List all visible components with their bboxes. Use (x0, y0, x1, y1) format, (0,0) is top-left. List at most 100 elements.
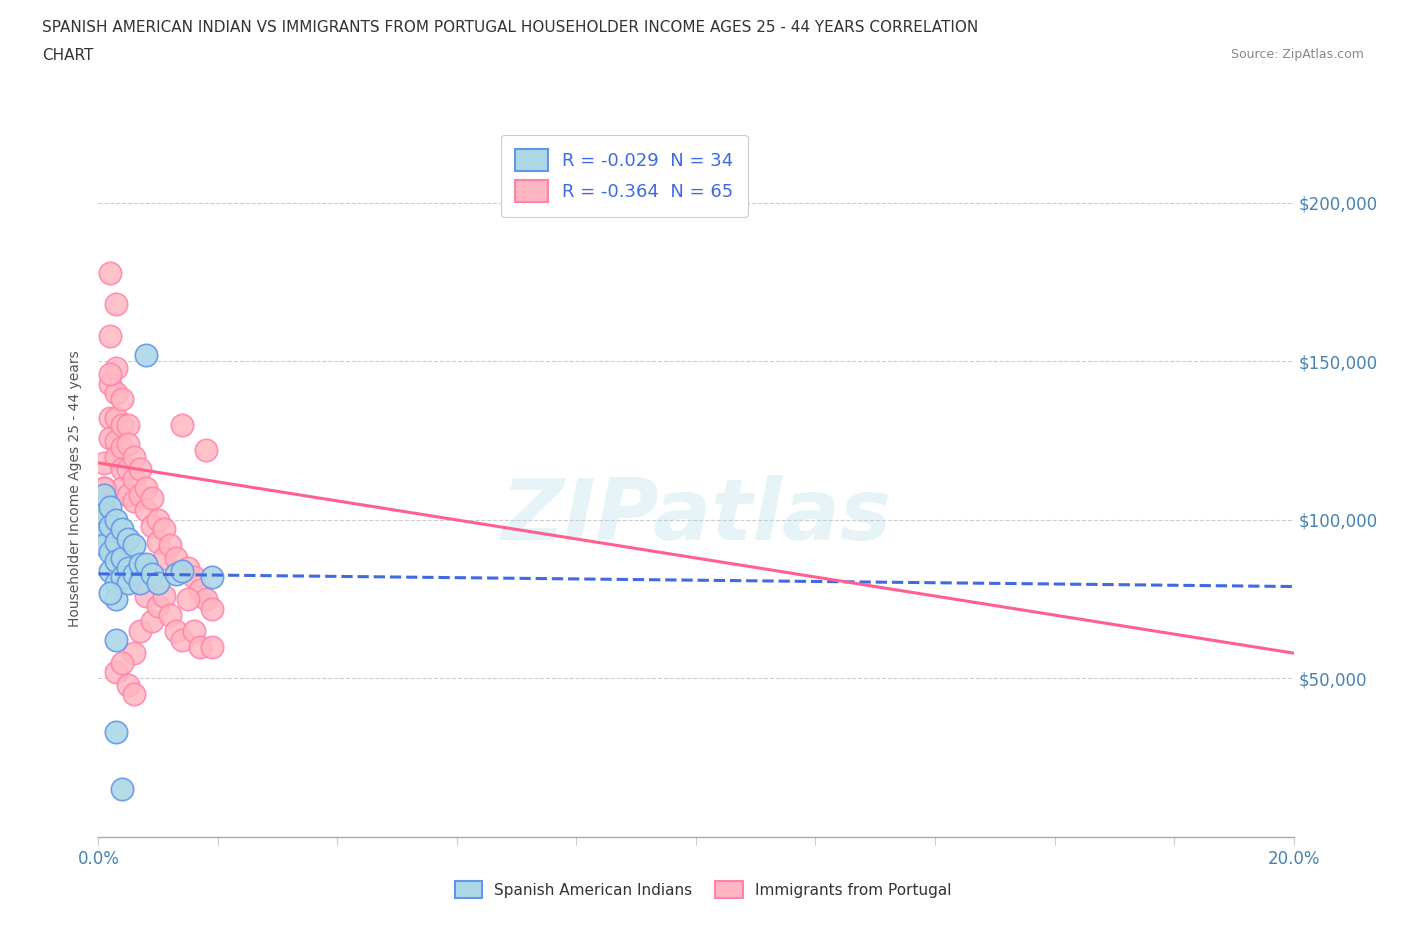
Legend: Spanish American Indians, Immigrants from Portugal: Spanish American Indians, Immigrants fro… (447, 873, 959, 906)
Point (105, 725, 128, 740)
Point (124, 449, 146, 464)
Point (177, 560, 200, 575)
Point (117, 487, 139, 502)
Point (111, 440, 134, 455)
Point (111, 656, 134, 671)
Point (100, 564, 122, 578)
Y-axis label: Householder Income Ages 25 - 44 years: Householder Income Ages 25 - 44 years (69, 350, 83, 627)
Point (93, 499, 115, 514)
Point (148, 512, 170, 527)
Point (117, 436, 139, 451)
Point (183, 623, 205, 638)
Point (148, 598, 170, 613)
Legend: R = -0.029  N = 34, R = -0.364  N = 65: R = -0.029 N = 34, R = -0.364 N = 65 (501, 135, 748, 217)
Point (135, 557, 157, 572)
Point (111, 569, 134, 584)
Point (117, 560, 139, 575)
Point (100, 430, 122, 445)
Point (141, 566, 163, 581)
Point (100, 586, 122, 601)
Point (135, 503, 157, 518)
Point (159, 607, 181, 622)
Point (129, 576, 152, 591)
Point (153, 551, 176, 565)
Point (105, 449, 128, 464)
Point (100, 411, 122, 426)
Point (195, 443, 218, 458)
Point (105, 297, 128, 312)
Point (100, 265, 122, 280)
Point (117, 576, 139, 591)
Point (124, 494, 146, 509)
Point (111, 782, 134, 797)
Point (141, 614, 163, 629)
Point (135, 481, 157, 496)
Point (201, 569, 224, 584)
Point (188, 639, 211, 654)
Point (129, 623, 152, 638)
Point (141, 519, 163, 534)
Point (105, 386, 128, 401)
Point (195, 591, 218, 606)
Point (105, 535, 128, 550)
Point (153, 522, 176, 537)
Point (172, 564, 194, 578)
Point (177, 591, 200, 606)
Point (100, 376, 122, 391)
Point (117, 677, 139, 692)
Point (124, 472, 146, 486)
Point (129, 462, 152, 477)
Point (100, 519, 122, 534)
Point (111, 481, 134, 496)
Point (172, 633, 194, 648)
Point (93, 506, 115, 521)
Point (124, 566, 146, 581)
Point (117, 532, 139, 547)
Point (129, 487, 152, 502)
Point (117, 462, 139, 477)
Point (111, 522, 134, 537)
Point (105, 512, 128, 527)
Point (165, 566, 187, 581)
Point (100, 328, 122, 343)
Point (124, 645, 146, 660)
Text: Source: ZipAtlas.com: Source: ZipAtlas.com (1230, 48, 1364, 61)
Point (105, 576, 128, 591)
Point (111, 418, 134, 432)
Point (105, 633, 128, 648)
Point (172, 418, 194, 432)
Point (100, 366, 122, 381)
Point (148, 535, 170, 550)
Point (111, 551, 134, 565)
Point (93, 487, 115, 502)
Text: SPANISH AMERICAN INDIAN VS IMMIGRANTS FROM PORTUGAL HOUSEHOLDER INCOME AGES 25 -: SPANISH AMERICAN INDIAN VS IMMIGRANTS FR… (42, 20, 979, 35)
Point (93, 538, 115, 552)
Point (93, 525, 115, 540)
Point (100, 499, 122, 514)
Point (135, 348, 157, 363)
Point (141, 490, 163, 505)
Point (117, 418, 139, 432)
Point (165, 551, 187, 565)
Point (93, 456, 115, 471)
Point (183, 569, 205, 584)
Point (201, 639, 224, 654)
Point (93, 481, 115, 496)
Point (100, 544, 122, 559)
Point (124, 687, 146, 702)
Point (148, 576, 170, 591)
Point (111, 392, 134, 407)
Point (105, 665, 128, 680)
Point (105, 360, 128, 375)
Point (188, 582, 211, 597)
Point (165, 623, 187, 638)
Point (153, 589, 176, 604)
Point (93, 481, 115, 496)
Point (201, 602, 224, 617)
Point (105, 553, 128, 568)
Point (159, 538, 181, 552)
Text: ZIPatlas: ZIPatlas (501, 474, 891, 558)
Point (105, 591, 128, 606)
Point (105, 411, 128, 426)
Point (105, 433, 128, 448)
